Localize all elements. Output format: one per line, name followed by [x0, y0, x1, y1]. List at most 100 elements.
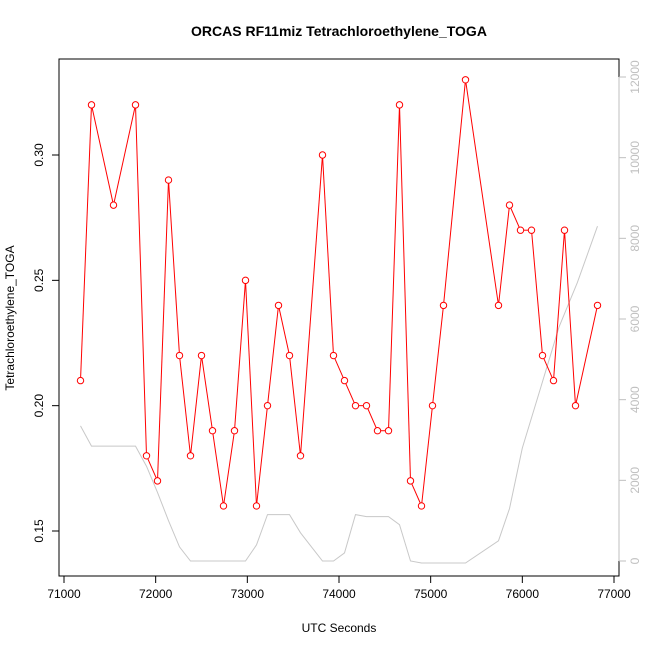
series-line-segment [553, 233, 565, 378]
data-point [549, 376, 558, 385]
x-tick-label: 72000 [139, 587, 173, 601]
series-line-segment [322, 158, 334, 353]
data-point [571, 401, 580, 410]
data-point [340, 376, 349, 385]
data-point [505, 201, 514, 209]
series-line-segment [80, 108, 92, 378]
y-tick-label: 0.20 [32, 394, 46, 418]
y2-tick-label: 4000 [628, 386, 642, 413]
data-point [527, 226, 536, 234]
data-point [351, 401, 360, 410]
data-point [395, 101, 404, 109]
x-tick-label: 76000 [506, 587, 540, 601]
data-point [593, 301, 602, 310]
y2-tick-label: 2000 [628, 467, 642, 494]
series-line-segment [223, 433, 235, 503]
data-point [131, 101, 140, 109]
data-point [560, 226, 569, 234]
x-axis-label: UTC Seconds [302, 621, 377, 635]
data-point [164, 176, 173, 184]
data-point [417, 502, 426, 510]
y2-tick-label: 0 [628, 557, 642, 564]
series-line-segment [575, 308, 598, 403]
series-line-segment [91, 107, 114, 203]
data-point [76, 376, 85, 385]
data-point [219, 502, 228, 510]
series-line-segment [278, 308, 290, 353]
series-line-segment [245, 283, 257, 503]
series-line-segment [256, 408, 268, 503]
series-line-segment [157, 183, 169, 478]
series-line-segment [564, 233, 576, 403]
data-point [362, 401, 371, 410]
series-line-segment [201, 358, 213, 428]
series-line-segment [399, 108, 411, 478]
series-line-segment [443, 82, 466, 303]
series-line-segment [168, 183, 180, 353]
x-tick-label: 75000 [414, 587, 448, 601]
series-line-segment [135, 108, 147, 453]
series-line-segment [421, 408, 433, 503]
series-line-segment [212, 433, 224, 503]
data-point [318, 151, 327, 159]
x-tick-label: 77000 [597, 587, 631, 601]
series-line-segment [190, 358, 202, 453]
y2-tick-label: 6000 [628, 305, 642, 332]
series-line-segment [498, 208, 510, 303]
data-point [439, 301, 448, 310]
data-point [87, 101, 96, 109]
y-tick-label: 0.15 [32, 519, 46, 543]
data-point [329, 351, 338, 360]
data-point [406, 477, 415, 485]
data-point [208, 427, 217, 435]
altitude-series-line [80, 226, 598, 564]
x-tick-label: 71000 [47, 587, 81, 601]
y-tick-label: 0.30 [32, 143, 46, 167]
data-point [285, 351, 294, 360]
series-line-segment [432, 308, 444, 403]
series-line-segment [113, 107, 136, 203]
x-tick-label: 73000 [231, 587, 265, 601]
y2-tick-label: 10000 [628, 141, 642, 175]
series-line-segment [367, 408, 377, 429]
data-point [428, 401, 437, 410]
series-line-segment [334, 358, 344, 378]
series-line-segment [179, 358, 191, 453]
data-point [153, 477, 162, 485]
series-line-segment [465, 82, 499, 303]
series-line-segment [267, 308, 279, 403]
data-point [461, 76, 470, 84]
y2-tick-label: 8000 [628, 225, 642, 252]
data-point [142, 452, 151, 460]
plot-frame [58, 58, 620, 577]
series-layer [76, 76, 602, 564]
data-point [274, 301, 283, 310]
series-line-segment [289, 358, 301, 453]
y-axis-label: Tetrachloroethylene_TOGA [3, 245, 17, 390]
x-tick-label: 74000 [322, 587, 356, 601]
series-line-segment [345, 383, 355, 403]
data-point [252, 502, 261, 510]
data-point [538, 351, 547, 360]
axes: 71000 72000 73000 74000 75000 76000 77000 0.15 0… [32, 60, 642, 601]
data-point [296, 452, 305, 460]
y2-tick-label: 12000 [628, 60, 642, 94]
series-line-segment [531, 233, 543, 353]
data-point [186, 452, 195, 460]
series-line-segment [234, 283, 246, 428]
data-point [175, 351, 184, 360]
data-point [230, 427, 239, 435]
data-point [384, 427, 393, 435]
series-line-segment [300, 158, 323, 453]
data-point [373, 427, 382, 435]
data-point [516, 226, 525, 234]
data-point [241, 276, 250, 285]
chart-title: ORCAS RF11miz Tetrachloroethylene_TOGA [191, 23, 487, 39]
data-point [109, 201, 118, 209]
y-tick-label: 0.25 [32, 268, 46, 292]
data-point [197, 351, 206, 360]
series-line-segment [510, 207, 520, 228]
series-line-segment [388, 108, 400, 428]
